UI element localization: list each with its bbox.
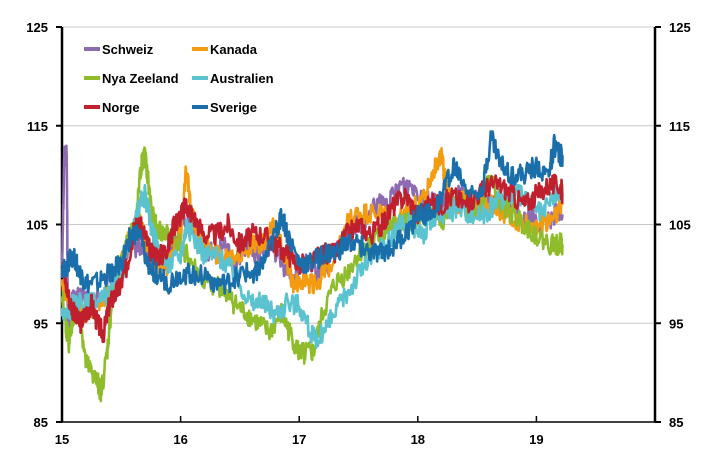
y-tick-label-right: 105 bbox=[669, 218, 691, 233]
y-tick-label-right: 95 bbox=[669, 316, 683, 331]
x-tick-label: 16 bbox=[173, 432, 187, 447]
legend-label: Sverige bbox=[210, 100, 257, 115]
legend-label: Schweiz bbox=[102, 42, 154, 57]
y-tick-label-right: 85 bbox=[669, 415, 683, 430]
x-tick-label: 17 bbox=[292, 432, 306, 447]
legend-label: Australien bbox=[210, 71, 274, 86]
x-tick-label: 18 bbox=[411, 432, 425, 447]
x-tick-label: 15 bbox=[55, 432, 69, 447]
y-tick-label-left: 115 bbox=[27, 119, 48, 134]
series-lines bbox=[60, 130, 564, 403]
series-line-australien bbox=[60, 183, 564, 350]
y-tick-label-right: 125 bbox=[669, 20, 691, 35]
series-line-norge bbox=[60, 173, 564, 344]
legend-label: Nya Zeeland bbox=[102, 71, 179, 86]
legend: Schweiz Kanada Nya Zeeland Australien Norge S… bbox=[84, 42, 274, 115]
y-tick-label-left: 125 bbox=[26, 20, 48, 35]
y-tick-label-left: 105 bbox=[26, 218, 48, 233]
legend-label: Norge bbox=[102, 100, 140, 115]
legend-label: Kanada bbox=[210, 42, 258, 57]
y-tick-label-left: 95 bbox=[34, 316, 48, 331]
x-tick-label: 19 bbox=[529, 432, 543, 447]
y-tick-label-left: 85 bbox=[34, 415, 48, 430]
y-tick-label-right: 115 bbox=[669, 119, 690, 134]
axes: 85 85 95 95 105 105 115 115 125 125 15 16 17 18 19 bbox=[26, 20, 690, 447]
series-line-sverige bbox=[60, 130, 564, 295]
